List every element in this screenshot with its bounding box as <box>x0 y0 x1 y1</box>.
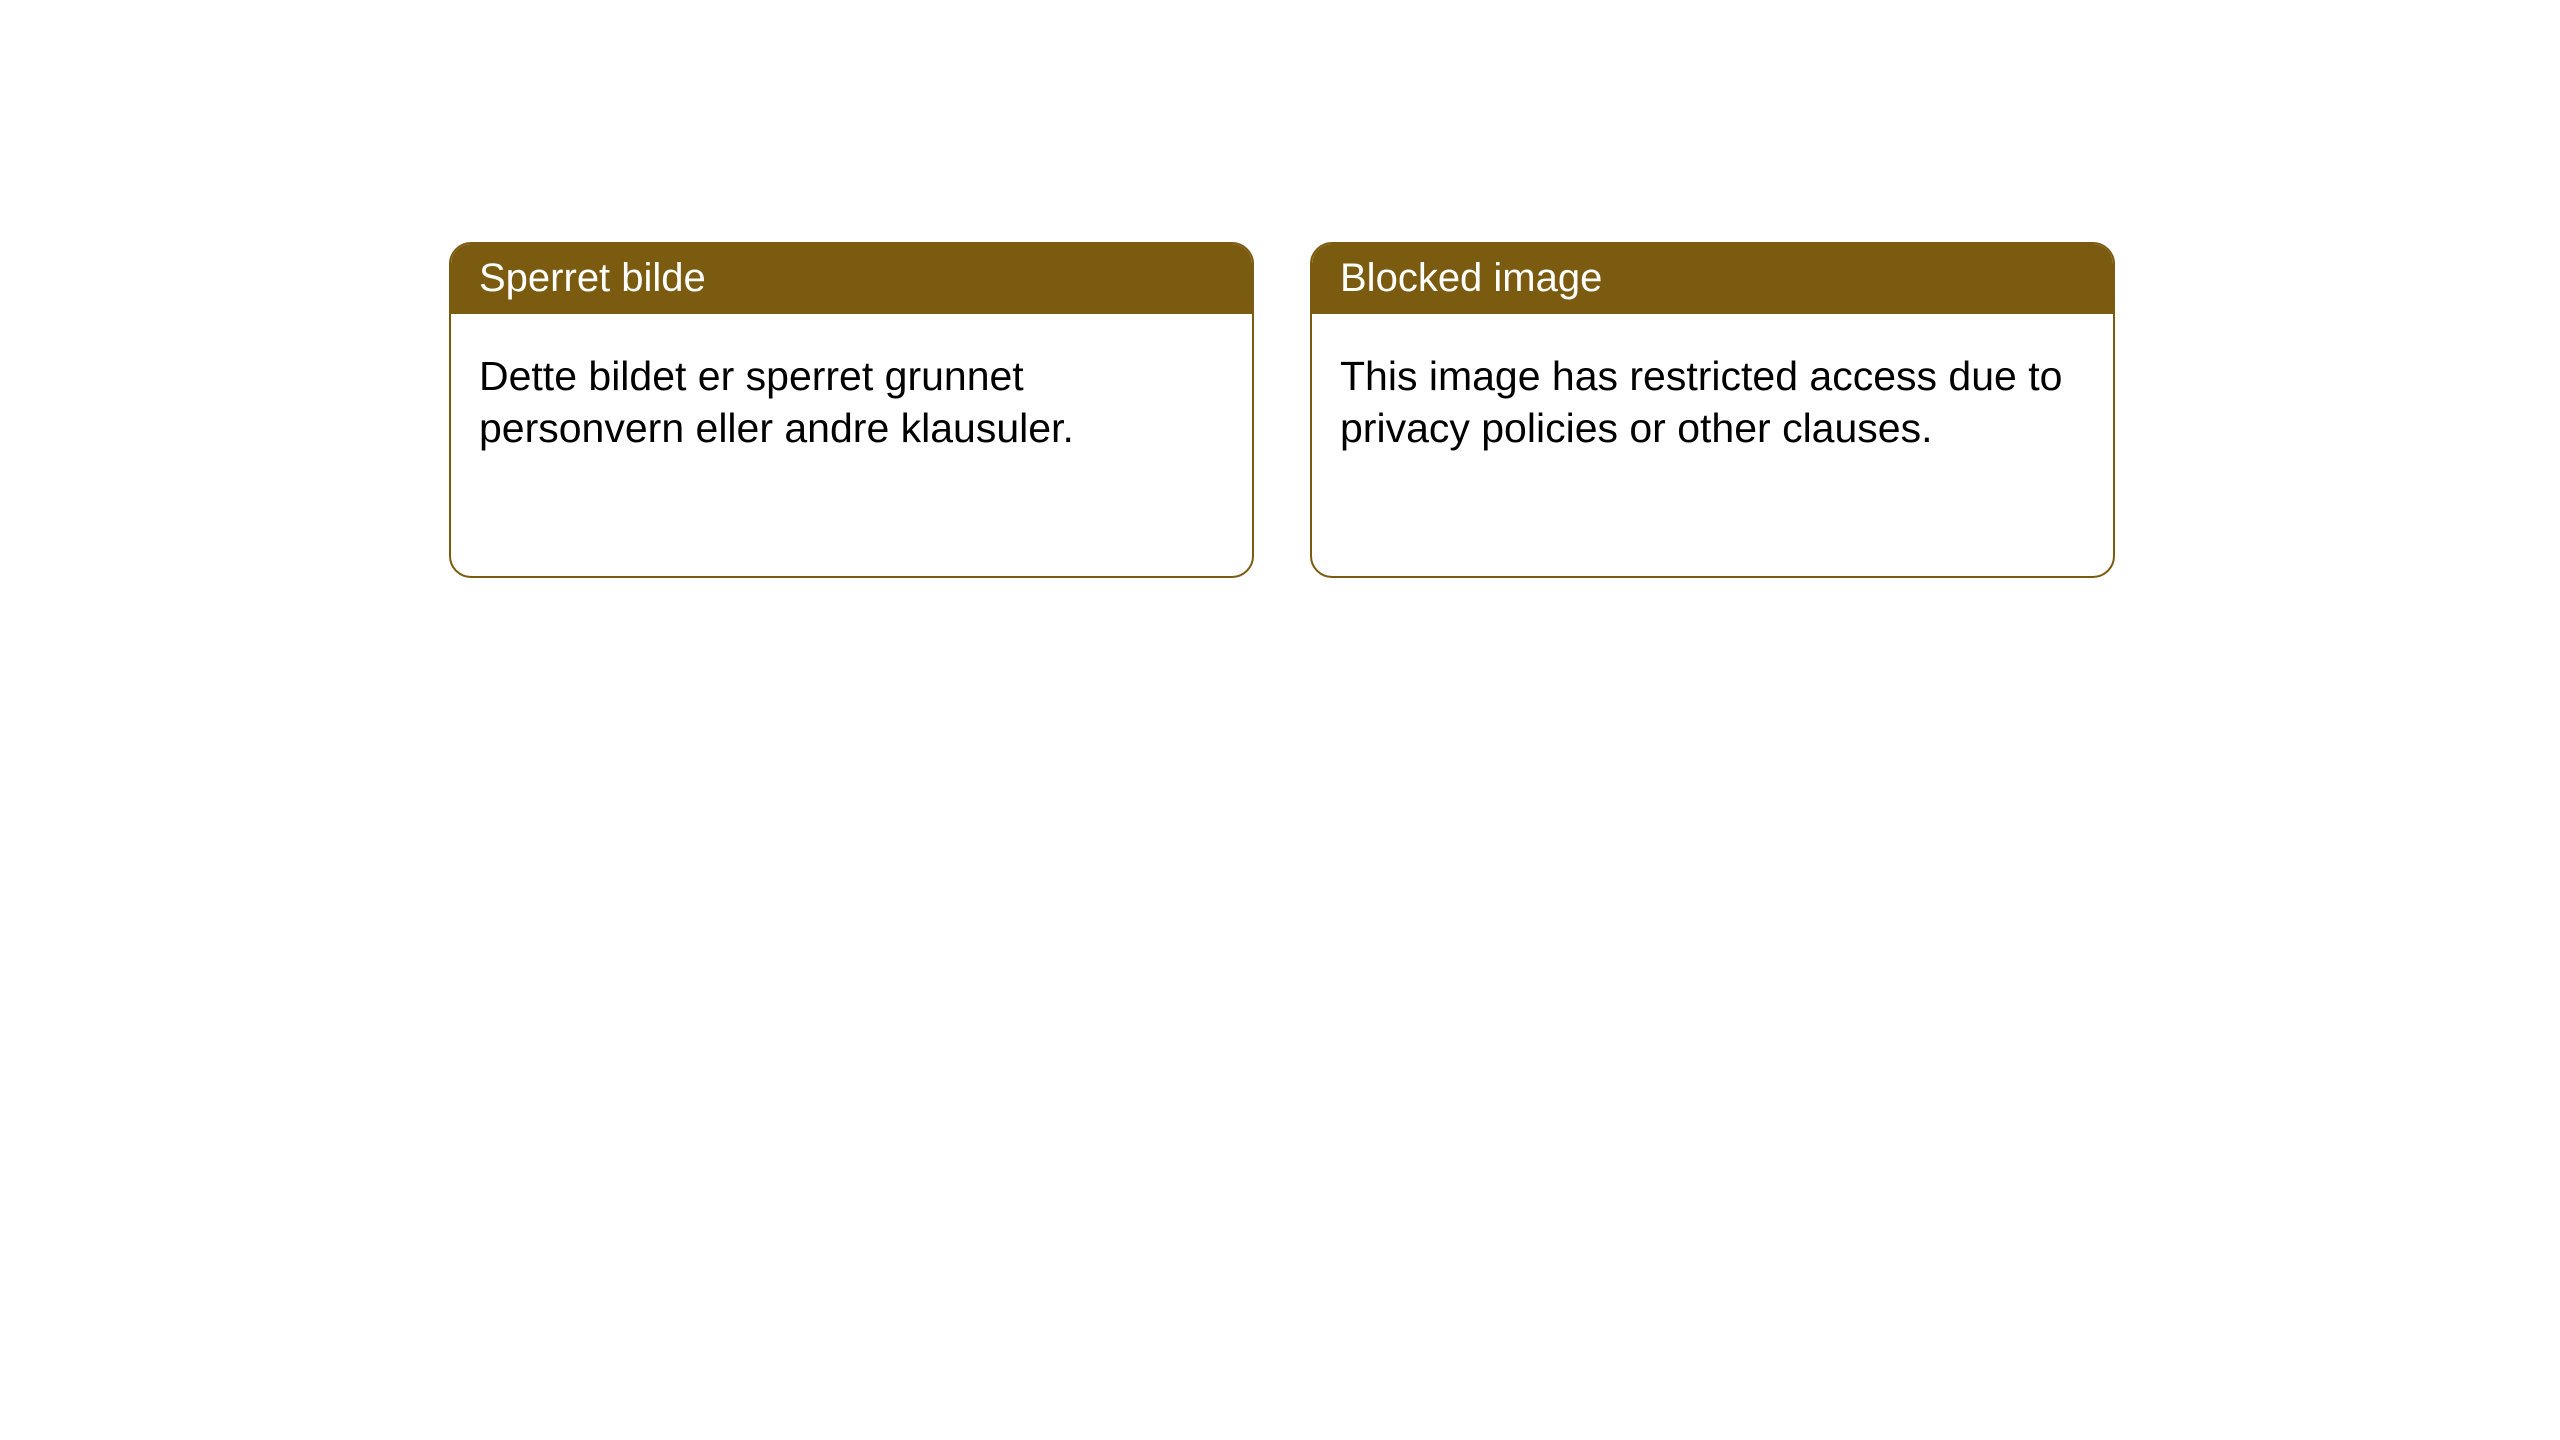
notice-title: Sperret bilde <box>479 256 706 300</box>
notice-header: Blocked image <box>1312 244 2113 314</box>
notice-header: Sperret bilde <box>451 244 1252 314</box>
notice-card-norwegian: Sperret bilde Dette bildet er sperret gr… <box>449 242 1254 578</box>
notice-body: Dette bildet er sperret grunnet personve… <box>451 314 1252 491</box>
blocked-image-notices: Sperret bilde Dette bildet er sperret gr… <box>0 0 2560 578</box>
notice-title: Blocked image <box>1340 256 1602 300</box>
notice-body: This image has restricted access due to … <box>1312 314 2113 491</box>
notice-card-english: Blocked image This image has restricted … <box>1310 242 2115 578</box>
notice-body-text: Dette bildet er sperret grunnet personve… <box>479 353 1074 451</box>
notice-body-text: This image has restricted access due to … <box>1340 353 2062 451</box>
